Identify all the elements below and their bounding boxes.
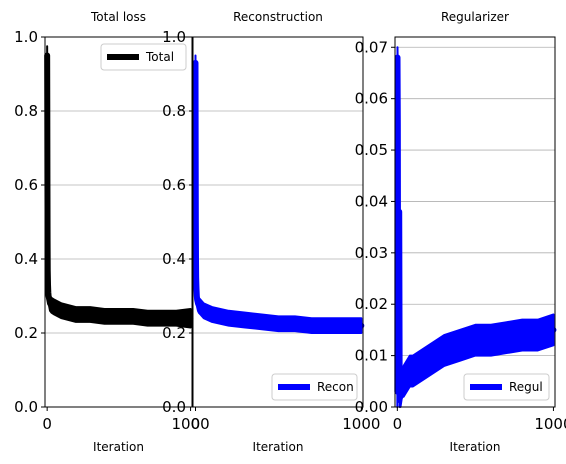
panel-reconstruction: 0.00.20.40.60.81.0 0 1000 Reconstruction … (162, 10, 380, 454)
legend-box (271, 373, 358, 401)
x-tick-label: 1000 (342, 415, 380, 433)
y-tick-label: 0.8 (162, 102, 186, 120)
series-band (396, 46, 555, 408)
y-tick-label: 0.2 (14, 324, 38, 342)
y-tick-label: 1.0 (162, 28, 186, 46)
legend-box (100, 43, 187, 71)
x-tick-label: 1000 (171, 415, 209, 433)
legend-box (463, 373, 550, 401)
chart-title: Regularizer (441, 10, 509, 24)
series-band (194, 54, 363, 334)
axes-frame (192, 36, 364, 408)
y-tick-label: 0.4 (14, 250, 38, 268)
y-tick-label: 0.06 (355, 90, 388, 108)
legend: Regul (463, 373, 550, 401)
x-tick-label: 1000 (534, 415, 566, 433)
y-tick-label: 0.00 (355, 398, 388, 416)
y-tick-label: 0.2 (162, 324, 186, 342)
plot-area (44, 45, 194, 329)
legend: Total (100, 43, 187, 71)
y-axis-ticks: 0.0 0.2 0.4 0.6 0.8 1.0 (14, 28, 45, 416)
grid-lines (395, 46, 555, 357)
legend: Recon (271, 373, 358, 401)
x-axis-ticks: 0 1000 (191, 407, 380, 433)
y-tick-label: 0.8 (14, 102, 38, 120)
y-tick-label: 0.0 (162, 398, 186, 416)
axes-frame (394, 36, 556, 408)
x-tick-label: 0 (393, 415, 403, 433)
series-line (192, 59, 365, 329)
x-tick-label: 0 (191, 415, 201, 433)
y-tick-label: 0.4 (162, 250, 186, 268)
plot-area (394, 46, 557, 408)
y-tick-label: 0.07 (355, 38, 388, 56)
y-tick-label: 0.6 (14, 176, 38, 194)
legend-label: Recon (317, 380, 354, 394)
panel-regularizer: 0.00 0.01 0.02 0.03 0.04 0.05 0.06 0.07 0 1000 R… (355, 10, 566, 454)
legend-label: Total (145, 50, 174, 64)
y-tick-label: 0.6 (162, 176, 186, 194)
y-tick-label: 0.01 (355, 347, 388, 365)
series-line (44, 52, 194, 322)
y-tick-label: 0.0 (14, 398, 38, 416)
y-tick-label: 0.04 (355, 192, 388, 210)
axes-frame (44, 36, 193, 408)
grid-lines (193, 36, 363, 334)
series-line (394, 54, 557, 400)
panel-total-loss: 0.00.20.40.60.81.0 0 1000 Total loss Iter… (14, 10, 210, 454)
chart-title: Total loss (90, 10, 146, 24)
y-axis-ticks: 0.0 0.2 0.4 0.6 0.8 1.0 (162, 28, 193, 416)
y-tick-label: 0.03 (355, 244, 388, 262)
legend-label: Regul (509, 380, 543, 394)
y-tick-label: 0.02 (355, 295, 388, 313)
x-axis-label: Iteration (450, 440, 501, 454)
y-tick-label: 1.0 (14, 28, 38, 46)
x-tick-label: 0 (42, 415, 52, 433)
y-tick-label: 0.05 (355, 141, 388, 159)
x-axis-ticks: 0 1000 (393, 407, 566, 433)
y-axis-ticks: 0.00 0.01 0.02 0.03 0.04 0.05 0.06 0.07 (355, 38, 395, 416)
chart-title: Reconstruction (233, 10, 323, 24)
x-axis-label: Iteration (93, 440, 144, 454)
plot-area (192, 54, 365, 334)
x-axis-label: Iteration (253, 440, 304, 454)
